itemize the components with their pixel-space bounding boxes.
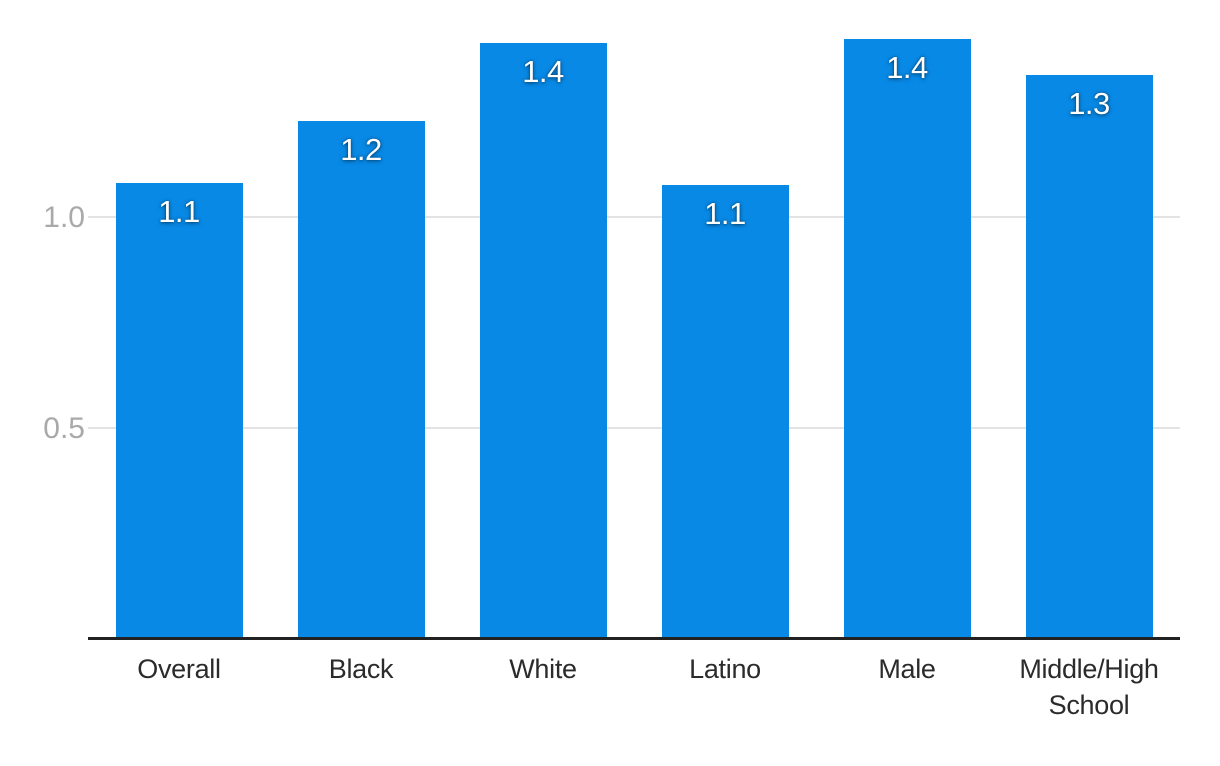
bar-value-label: 1.1: [704, 196, 746, 231]
bar-overall: 1.1: [115, 183, 243, 639]
bar-value-label: 1.2: [340, 132, 382, 167]
gridline-0.5: [88, 427, 1180, 429]
x-category-label: White: [509, 654, 577, 684]
bar-value-label: 1.4: [522, 54, 564, 89]
bar-value-label: 1.1: [158, 194, 200, 229]
x-category-label: Overall: [137, 654, 221, 684]
bar-white: 1.4: [479, 43, 607, 639]
bar-black: 1.2: [297, 121, 425, 639]
x-category-label: Male: [878, 654, 936, 684]
bar-male: 1.4: [843, 39, 971, 639]
bar-value-label: 1.3: [1068, 86, 1110, 121]
y-tick-label: 0.5: [43, 412, 85, 445]
y-tick-label: 1.0: [43, 201, 85, 234]
bar-middle-high-school: 1.3: [1025, 75, 1153, 639]
gridline-1.0: [88, 216, 1180, 218]
x-category-label: Latino: [689, 654, 761, 684]
x-category-label: Middle/High School: [1019, 654, 1159, 720]
x-category-label: Black: [328, 654, 394, 684]
bar-value-label: 1.4: [886, 50, 928, 85]
x-axis-baseline: [88, 637, 1180, 640]
bar-latino: 1.1: [661, 185, 789, 639]
